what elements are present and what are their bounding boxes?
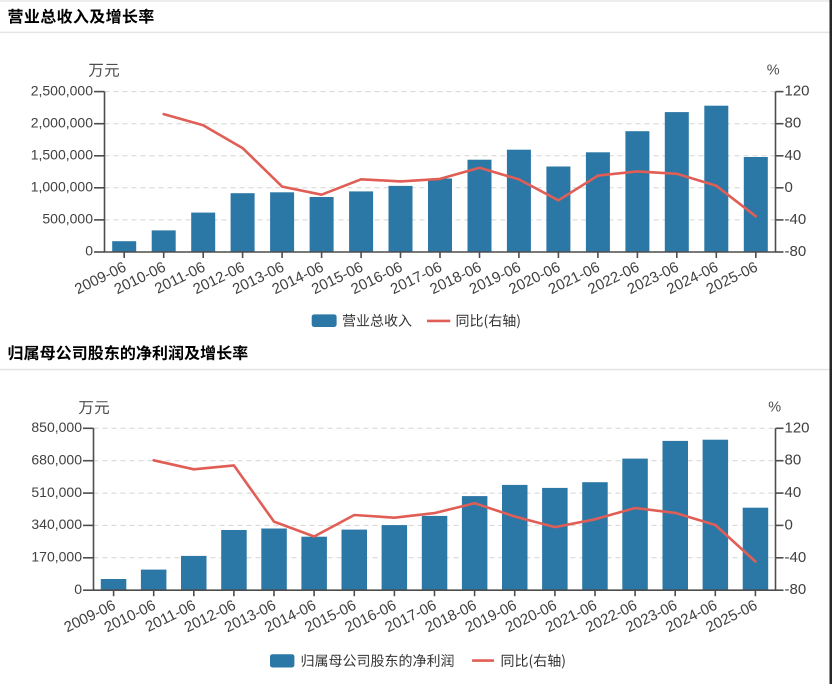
svg-text:510,000: 510,000 xyxy=(31,484,82,500)
svg-text:40: 40 xyxy=(785,147,802,164)
svg-text:-80: -80 xyxy=(785,243,807,260)
svg-text:680,000: 680,000 xyxy=(31,451,82,467)
svg-text:120: 120 xyxy=(785,419,810,436)
svg-text:170,000: 170,000 xyxy=(31,549,82,565)
svg-text:80: 80 xyxy=(785,452,802,469)
svg-text:1,000,000: 1,000,000 xyxy=(31,179,93,195)
svg-text:-80: -80 xyxy=(785,581,807,598)
svg-text:0: 0 xyxy=(785,179,793,196)
svg-text:0: 0 xyxy=(785,516,793,533)
svg-text:80: 80 xyxy=(785,115,802,132)
svg-text:500,000: 500,000 xyxy=(42,211,93,227)
svg-text:2,500,000: 2,500,000 xyxy=(31,82,93,98)
svg-text:40: 40 xyxy=(785,484,802,501)
svg-text:1,500,000: 1,500,000 xyxy=(31,147,93,163)
svg-text:120: 120 xyxy=(785,83,810,100)
svg-text:0: 0 xyxy=(85,243,93,259)
svg-text:0: 0 xyxy=(74,581,82,597)
svg-text:850,000: 850,000 xyxy=(31,419,82,435)
svg-text:-40: -40 xyxy=(785,211,807,228)
svg-text:340,000: 340,000 xyxy=(31,516,82,532)
svg-text:%: % xyxy=(767,63,780,79)
svg-text:-40: -40 xyxy=(785,549,807,566)
svg-text:%: % xyxy=(768,399,781,415)
svg-text:2,000,000: 2,000,000 xyxy=(31,114,93,130)
